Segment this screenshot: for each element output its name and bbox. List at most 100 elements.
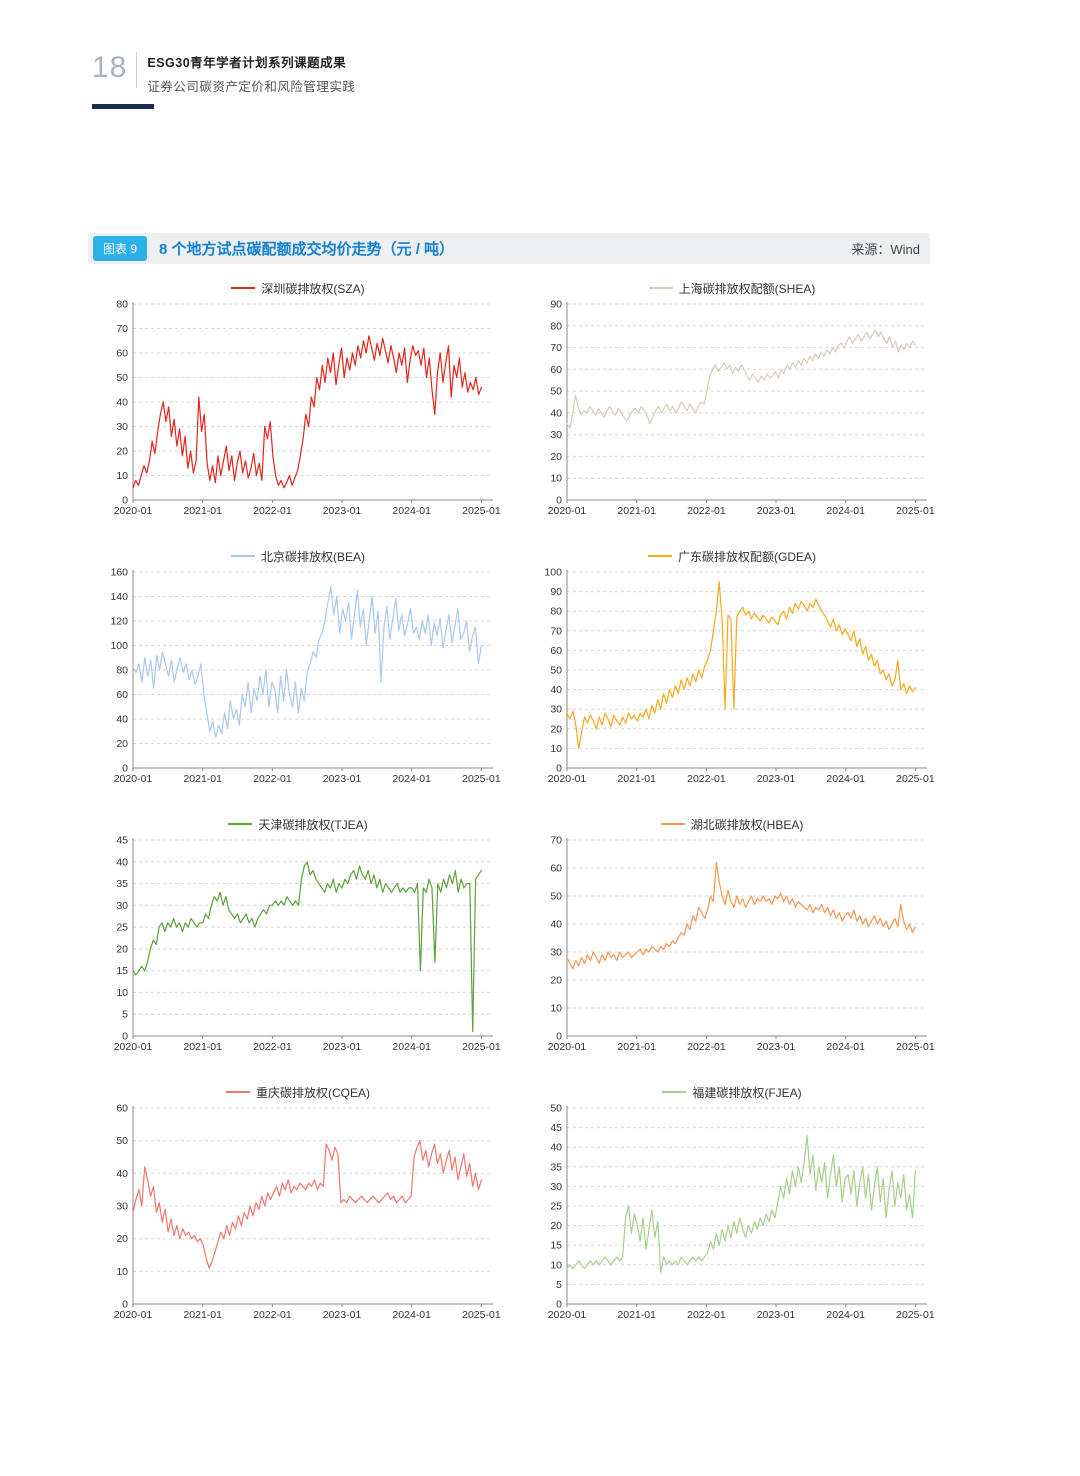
- x-tick-label: 2025-01: [462, 1041, 501, 1053]
- x-tick-label: 2023-01: [757, 1309, 796, 1321]
- x-tick-label: 2022-01: [687, 773, 726, 785]
- chart-gdea: 广东碳排放权配额(GDEA) 0 10 20 30 40 50 60 70 80 90 100 202…: [529, 548, 935, 792]
- y-tick-label: 35: [550, 1161, 562, 1173]
- chart-tjea: 天津碳排放权(TJEA) 0 5 10 15 20 25 30 35 40 45 2020-01 20…: [95, 816, 501, 1060]
- x-tick-label: 2021-01: [183, 1041, 222, 1053]
- y-tick-label: 50: [550, 386, 562, 398]
- chart-svg: 0 20 40 60 80 100 120 140 160 2020-01 2021-01 2022-…: [110, 567, 501, 786]
- chart-svg: 0 10 20 30 40 50 60 70 80 90 100 2020-01 2021-01 2022…: [544, 567, 934, 786]
- x-tick-label: 2020-01: [548, 505, 587, 517]
- legend: 天津碳排放权(TJEA): [95, 816, 501, 832]
- legend-line-icon: [231, 287, 256, 289]
- series-line: [132, 861, 482, 1033]
- y-tick-label: 140: [110, 591, 128, 603]
- legend-label: 上海碳排放权配额(SHEA): [678, 281, 816, 296]
- y-tick-label: 60: [116, 1103, 128, 1115]
- legend: 上海碳排放权配额(SHEA): [529, 280, 935, 296]
- x-tick-label: 2024-01: [392, 1041, 431, 1053]
- legend-line-icon: [648, 287, 673, 289]
- x-tick-label: 2023-01: [757, 773, 796, 785]
- y-tick-label: 20: [116, 1233, 128, 1245]
- x-tick-label: 2023-01: [323, 505, 362, 517]
- legend-line-icon: [228, 823, 253, 825]
- y-tick-label: 15: [116, 965, 128, 977]
- y-tick-label: 45: [116, 835, 128, 847]
- chart-svg: 0 10 20 30 40 50 60 70 80 90 2020-01 2021-01 2022-01…: [548, 299, 935, 518]
- x-tick-label: 2024-01: [392, 1309, 431, 1321]
- x-tick-label: 2020-01: [548, 773, 587, 785]
- y-tick-label: 40: [116, 397, 128, 409]
- y-tick-label: 20: [550, 723, 562, 735]
- y-tick-label: 40: [550, 1142, 562, 1154]
- x-tick-label: 2020-01: [114, 1041, 153, 1053]
- y-tick-label: 50: [116, 372, 128, 384]
- y-tick-label: 60: [550, 863, 562, 875]
- legend-label: 广东碳排放权配额(GDEA): [677, 549, 816, 564]
- y-tick-label: 0: [122, 495, 128, 507]
- series-line: [566, 1134, 916, 1274]
- y-tick-label: 30: [116, 421, 128, 433]
- x-tick-label: 2023-01: [757, 505, 796, 517]
- x-tick-label: 2025-01: [896, 505, 935, 517]
- y-tick-label: 20: [116, 738, 128, 750]
- x-tick-label: 2020-01: [548, 1041, 587, 1053]
- y-tick-label: 40: [550, 919, 562, 931]
- x-tick-label: 2024-01: [826, 505, 865, 517]
- y-tick-label: 40: [116, 1168, 128, 1180]
- legend: 深圳碳排放权(SZA): [95, 280, 501, 296]
- legend-label: 湖北碳排放权(HBEA): [690, 817, 804, 832]
- x-tick-label: 2020-01: [548, 1309, 587, 1321]
- y-tick-label: 15: [550, 1240, 562, 1252]
- legend-line-icon: [647, 555, 672, 557]
- y-tick-label: 60: [550, 364, 562, 376]
- x-tick-label: 2023-01: [323, 1041, 362, 1053]
- series-line: [566, 329, 916, 429]
- chart-grid: 深圳碳排放权(SZA) 0 10 20 30 40 50 60 70 80 2020-01 2021…: [95, 280, 935, 1328]
- x-tick-label: 2024-01: [826, 773, 865, 785]
- y-tick-label: 0: [122, 763, 128, 775]
- chart-sza: 深圳碳排放权(SZA) 0 10 20 30 40 50 60 70 80 2020-01 2021…: [95, 280, 501, 524]
- x-tick-label: 2020-01: [114, 505, 153, 517]
- header-series-title: ESG30青年学者计划系列课题成果: [147, 56, 347, 70]
- legend: 湖北碳排放权(HBEA): [529, 816, 935, 832]
- x-tick-label: 2024-01: [826, 1309, 865, 1321]
- y-tick-label: 70: [550, 835, 562, 847]
- legend: 福建碳排放权(FJEA): [529, 1084, 935, 1100]
- y-tick-label: 40: [116, 856, 128, 868]
- chart-hbea: 湖北碳排放权(HBEA) 0 10 20 30 40 50 60 70 2020-01 2021-…: [529, 816, 935, 1060]
- chart-svg: 0 10 20 30 40 50 60 70 80 2020-01 2021-01 2022-01 20…: [114, 299, 501, 518]
- y-tick-label: 60: [116, 348, 128, 360]
- y-tick-label: 20: [550, 975, 562, 987]
- legend-line-icon: [660, 823, 685, 825]
- y-tick-label: 0: [556, 495, 562, 507]
- y-tick-label: 90: [550, 299, 562, 311]
- y-tick-label: 25: [116, 922, 128, 934]
- x-tick-label: 2024-01: [392, 505, 431, 517]
- y-tick-label: 30: [550, 1181, 562, 1193]
- series-line: [566, 861, 916, 970]
- legend-label: 福建碳排放权(FJEA): [692, 1085, 802, 1100]
- series-line: [566, 581, 916, 749]
- x-tick-label: 2024-01: [826, 1041, 865, 1053]
- chart-svg: 0 10 20 30 40 50 60 2020-01 2021-01 2022-01 2023-0…: [114, 1103, 501, 1322]
- y-tick-label: 100: [110, 640, 128, 652]
- x-tick-label: 2022-01: [687, 505, 726, 517]
- y-tick-label: 0: [556, 1299, 562, 1311]
- x-tick-label: 2025-01: [462, 773, 501, 785]
- y-tick-label: 40: [550, 407, 562, 419]
- y-tick-label: 160: [110, 567, 128, 579]
- series-line: [132, 335, 482, 489]
- y-tick-label: 10: [550, 743, 562, 755]
- y-tick-label: 0: [122, 1299, 128, 1311]
- x-tick-label: 2021-01: [183, 505, 222, 517]
- y-tick-label: 45: [550, 1122, 562, 1134]
- chart-fjea: 福建碳排放权(FJEA) 0 5 10 15 20 25 30 35 40 45 50 2020-01…: [529, 1084, 935, 1328]
- y-tick-label: 80: [116, 299, 128, 311]
- y-tick-label: 5: [122, 1009, 128, 1021]
- x-tick-label: 2025-01: [896, 1309, 935, 1321]
- x-tick-label: 2021-01: [183, 1309, 222, 1321]
- y-tick-label: 100: [544, 567, 562, 579]
- y-tick-label: 10: [116, 987, 128, 999]
- y-tick-label: 0: [556, 763, 562, 775]
- legend: 重庆碳排放权(CQEA): [95, 1084, 501, 1100]
